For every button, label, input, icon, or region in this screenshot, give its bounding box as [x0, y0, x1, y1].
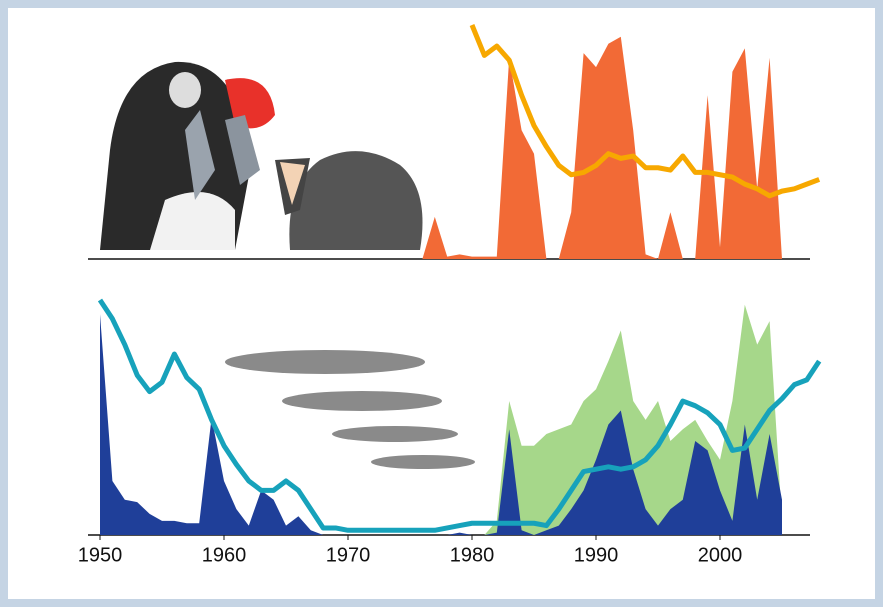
x-tick-label: 1990 — [574, 544, 619, 566]
fish-illustration — [225, 350, 475, 469]
x-tick-label: 1950 — [78, 544, 123, 566]
x-tick-label: 1960 — [202, 544, 247, 566]
area — [422, 36, 782, 260]
x-tick-label: 2000 — [698, 544, 743, 566]
line — [469, 24, 821, 199]
area — [100, 314, 782, 535]
x-tick-label: 1980 — [450, 544, 495, 566]
puffin-illustration — [100, 61, 423, 250]
line — [97, 298, 822, 533]
x-tick-label: 1970 — [326, 544, 371, 566]
